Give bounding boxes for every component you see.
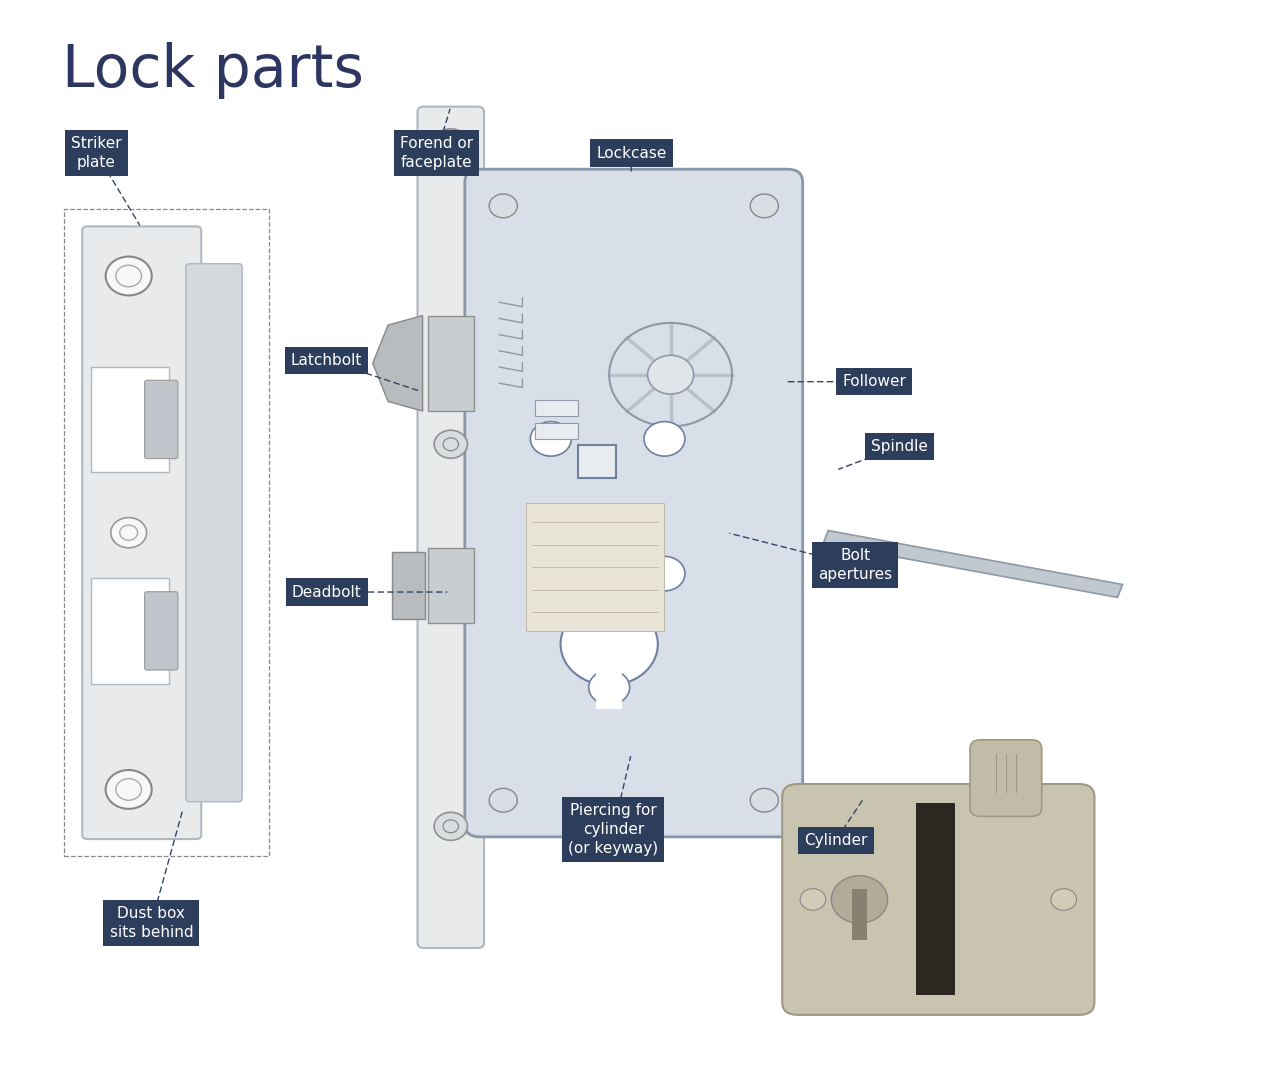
Bar xyxy=(64,209,269,857)
Text: Forend or
faceplate: Forend or faceplate xyxy=(401,136,473,171)
Circle shape xyxy=(106,770,152,809)
Polygon shape xyxy=(823,530,1123,598)
FancyBboxPatch shape xyxy=(82,226,201,839)
Bar xyxy=(578,446,616,477)
Bar xyxy=(91,366,170,473)
Polygon shape xyxy=(372,315,422,411)
Text: Dust box
sits behind: Dust box sits behind xyxy=(109,907,193,940)
Bar xyxy=(527,503,665,632)
Circle shape xyxy=(644,557,685,591)
Text: Bolt
apertures: Bolt apertures xyxy=(818,548,893,583)
Bar xyxy=(428,315,474,411)
Bar xyxy=(916,803,956,996)
Circle shape xyxy=(750,193,778,217)
Text: Lockcase: Lockcase xyxy=(596,146,666,161)
Text: Deadbolt: Deadbolt xyxy=(292,585,362,600)
FancyBboxPatch shape xyxy=(144,591,178,670)
Text: Follower: Follower xyxy=(842,374,907,389)
Circle shape xyxy=(831,876,887,923)
Circle shape xyxy=(489,193,518,217)
Bar xyxy=(536,423,578,439)
FancyBboxPatch shape xyxy=(465,170,802,837)
Text: Lock parts: Lock parts xyxy=(62,42,363,99)
Circle shape xyxy=(589,670,630,704)
Text: Latchbolt: Latchbolt xyxy=(291,352,362,367)
Circle shape xyxy=(434,128,468,157)
Circle shape xyxy=(1051,889,1077,910)
Bar xyxy=(428,548,474,623)
FancyBboxPatch shape xyxy=(782,784,1095,1015)
Circle shape xyxy=(434,812,468,840)
Text: Spindle: Spindle xyxy=(872,439,929,454)
Circle shape xyxy=(800,889,826,910)
Circle shape xyxy=(106,257,152,296)
Bar xyxy=(91,578,170,684)
Circle shape xyxy=(111,517,147,548)
Circle shape xyxy=(750,788,778,812)
FancyBboxPatch shape xyxy=(144,380,178,459)
Text: Cylinder: Cylinder xyxy=(804,833,868,848)
Circle shape xyxy=(560,603,658,685)
Circle shape xyxy=(489,788,518,812)
Bar xyxy=(596,666,622,709)
Circle shape xyxy=(648,355,694,395)
Circle shape xyxy=(531,557,572,591)
Circle shape xyxy=(434,430,468,459)
FancyBboxPatch shape xyxy=(185,264,242,802)
Bar xyxy=(851,889,867,940)
Text: Striker
plate: Striker plate xyxy=(71,136,121,171)
FancyBboxPatch shape xyxy=(970,740,1042,816)
Circle shape xyxy=(531,422,572,457)
Text: Piercing for
cylinder
(or keyway): Piercing for cylinder (or keyway) xyxy=(568,802,658,857)
FancyBboxPatch shape xyxy=(417,107,484,948)
Bar xyxy=(392,552,425,620)
Circle shape xyxy=(644,422,685,457)
Bar xyxy=(536,400,578,416)
